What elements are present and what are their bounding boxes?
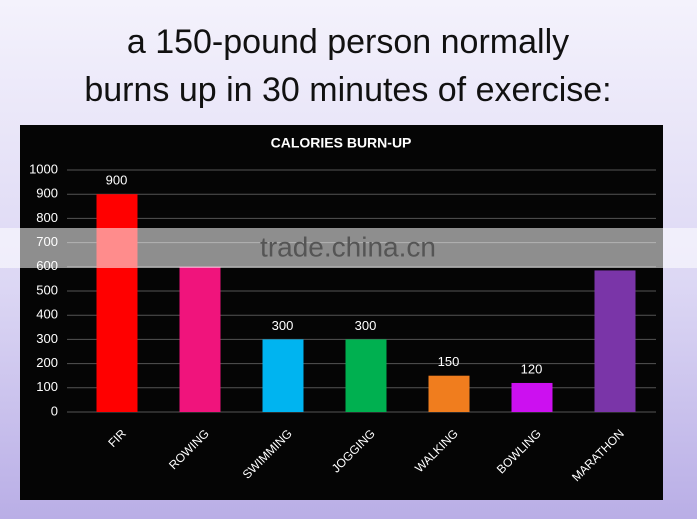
heading-line: a 150-pound person normally [127, 23, 569, 61]
chart-title: CALORIES BURN-UP [271, 135, 412, 151]
y-tick-label: 400 [36, 307, 58, 322]
data-label: 300 [355, 318, 377, 333]
y-tick-label: 200 [36, 355, 58, 370]
y-tick-label: 900 [36, 186, 58, 201]
bar [262, 339, 304, 412]
data-label: 150 [438, 354, 460, 369]
bar [428, 375, 470, 412]
watermark: trade.china.cn [260, 231, 436, 262]
bar [511, 382, 553, 412]
data-label: 120 [521, 361, 543, 376]
bar [594, 270, 636, 412]
bar [96, 194, 138, 412]
bar [179, 266, 221, 412]
data-label: 900 [106, 173, 128, 188]
y-tick-label: 800 [36, 210, 58, 225]
bar [345, 339, 387, 412]
data-label: 300 [272, 318, 294, 333]
y-tick-label: 100 [36, 379, 58, 394]
y-tick-label: 300 [36, 331, 58, 346]
y-tick-label: 500 [36, 282, 58, 297]
y-tick-label: 1000 [29, 161, 58, 176]
watermark-band [0, 228, 697, 268]
y-tick-label: 0 [51, 403, 58, 418]
heading-line: burns up in 30 minutes of exercise: [84, 71, 611, 109]
